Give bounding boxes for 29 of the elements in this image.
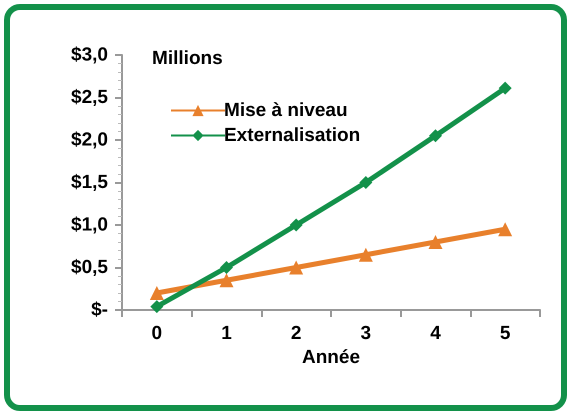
point — [220, 261, 233, 274]
point — [498, 222, 512, 236]
y-tick-label: $0,5 — [71, 257, 108, 278]
x-axis-title: Année — [302, 347, 360, 368]
point — [429, 129, 442, 142]
legend-label: Mise à niveau — [224, 100, 348, 121]
x-tick-label: 4 — [430, 323, 442, 344]
point — [498, 82, 512, 95]
y-tick-label: $1,0 — [71, 214, 108, 236]
point — [290, 218, 303, 232]
y-tick-label: $1,5 — [71, 172, 108, 193]
y-axis-title: Millions — [152, 48, 223, 69]
x-tick-label: 1 — [221, 323, 232, 344]
point — [358, 248, 373, 262]
x-tick-label: 0 — [152, 323, 162, 344]
y-tick-label: $2,0 — [71, 130, 108, 150]
point — [289, 260, 304, 274]
point — [428, 235, 442, 249]
point — [150, 300, 164, 314]
y-tick-label: $- — [91, 300, 108, 320]
point — [359, 176, 372, 189]
x-tick-label: 2 — [290, 323, 302, 344]
y-tick-label: $2,5 — [71, 87, 108, 108]
point — [220, 273, 234, 288]
x-tick-label: 3 — [360, 323, 372, 344]
legend-label: Externalisation — [224, 125, 360, 146]
x-tick-label: 5 — [500, 323, 511, 344]
y-tick-label: $3,0 — [71, 44, 108, 66]
point — [150, 286, 164, 300]
